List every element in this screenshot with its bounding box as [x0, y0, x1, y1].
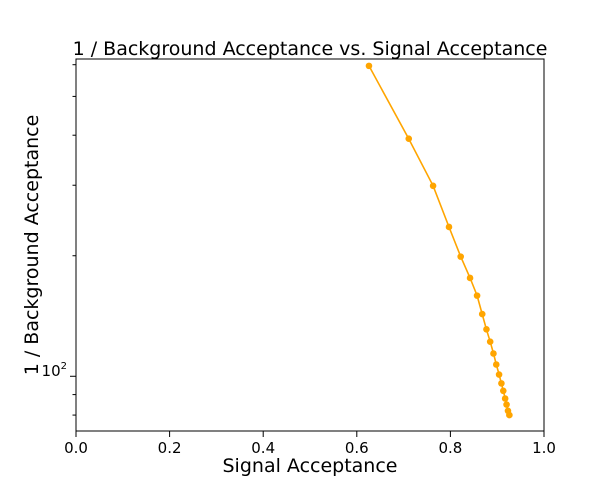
data-point	[490, 350, 497, 357]
data-point	[506, 411, 513, 419]
data-point	[405, 135, 413, 143]
data-point	[457, 253, 464, 260]
data-point	[501, 395, 509, 402]
data-point	[495, 371, 503, 378]
data-point	[498, 380, 505, 387]
data-point	[365, 62, 373, 70]
series-line	[368, 65, 511, 416]
x-axis-label: Signal Acceptance	[223, 455, 398, 477]
plot-area	[75, 58, 545, 432]
x-tick-label: 0.0	[64, 439, 88, 457]
data-point	[445, 223, 453, 231]
data-point	[478, 310, 486, 318]
data-point	[503, 401, 510, 408]
chart-title: 1 / Background Acceptance vs. Signal Acc…	[73, 38, 548, 60]
data-point	[473, 292, 481, 299]
x-tick-label: 0.4	[251, 439, 275, 457]
data-point	[466, 274, 474, 282]
data-point	[483, 326, 490, 333]
series-polyline	[368, 65, 511, 416]
y-axis-label: 1 / Background Acceptance	[21, 115, 43, 376]
data-point	[492, 361, 500, 368]
x-tick-label: 0.6	[345, 439, 369, 457]
x-tick-label: 1.0	[532, 439, 556, 457]
y-tick-label-100: 102	[42, 361, 67, 380]
series-points	[365, 62, 513, 419]
data-point	[429, 182, 437, 190]
x-tick-label: 0.2	[158, 439, 182, 457]
x-axis: 0.0 0.2 0.4 0.6 0.8 1.0	[64, 431, 556, 457]
y-axis: 102	[42, 64, 76, 416]
data-point	[486, 338, 494, 345]
x-tick-label: 0.8	[438, 439, 462, 457]
data-point	[499, 387, 507, 395]
y-tick-exponent: 2	[61, 361, 67, 372]
plot-frame	[75, 58, 545, 432]
